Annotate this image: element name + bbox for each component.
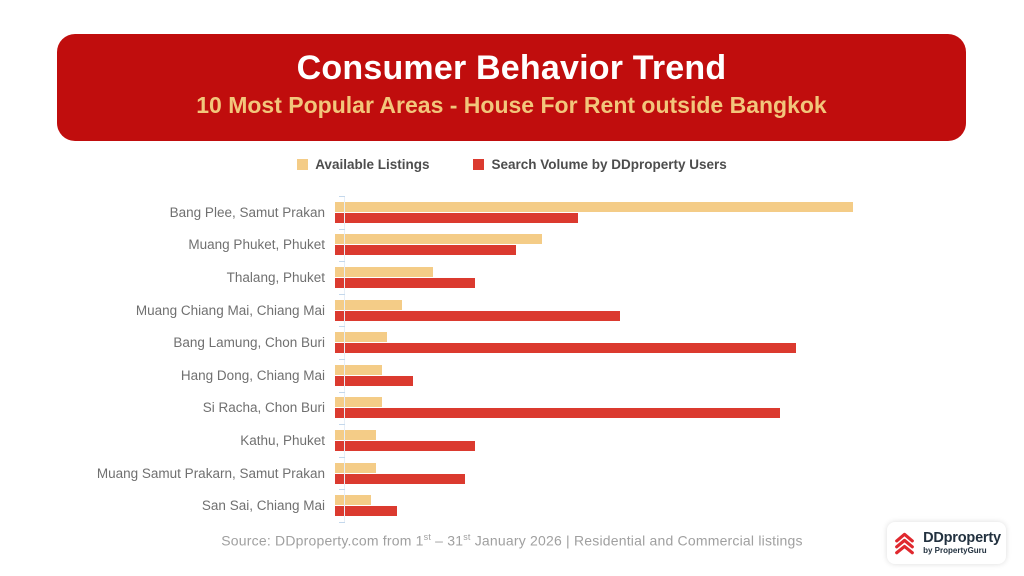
category-label: Kathu, Phuket bbox=[240, 432, 325, 448]
axis-tick bbox=[339, 326, 345, 328]
chart-row: Hang Dong, Chiang Mai bbox=[0, 359, 1024, 392]
axis-tick bbox=[339, 522, 345, 523]
axis-tick bbox=[339, 261, 345, 263]
axis-tick bbox=[339, 456, 345, 458]
source-note: Source: DDproperty.com from 1st – 31st J… bbox=[0, 532, 1024, 549]
bar-group bbox=[335, 332, 797, 354]
axis-tick bbox=[339, 293, 345, 295]
legend: Available Listings Search Volume by DDpr… bbox=[0, 157, 1024, 172]
bar-available-listings bbox=[335, 429, 377, 440]
bar-available-listings bbox=[335, 234, 543, 245]
bar-available-listings bbox=[335, 332, 387, 343]
source-text: Source: DDproperty.com from 1 bbox=[221, 532, 424, 549]
bar-group bbox=[335, 266, 475, 288]
source-superscript: st bbox=[463, 532, 471, 542]
legend-swatch-red bbox=[473, 159, 485, 170]
bar-search-volume bbox=[335, 277, 475, 288]
chart-title: Consumer Behavior Trend bbox=[296, 49, 727, 87]
bar-available-listings bbox=[335, 462, 377, 473]
axis-tick bbox=[339, 196, 345, 197]
chart-row: Muang Chiang Mai, Chiang Mai bbox=[0, 294, 1024, 327]
bar-available-listings bbox=[335, 364, 382, 375]
category-label: Thalang, Phuket bbox=[226, 269, 325, 285]
house-chevrons-icon bbox=[892, 531, 917, 556]
bar-search-volume bbox=[335, 212, 579, 223]
bar-group bbox=[335, 364, 413, 386]
bar-search-volume bbox=[335, 408, 781, 419]
bar-group bbox=[335, 495, 398, 517]
bar-available-listings bbox=[335, 495, 372, 506]
logo-brand-name: DDproperty bbox=[923, 529, 1001, 546]
category-label: Hang Dong, Chiang Mai bbox=[180, 367, 325, 383]
bar-available-listings bbox=[335, 299, 403, 310]
category-label: Si Racha, Chon Buri bbox=[202, 400, 325, 416]
legend-label: Search Volume by DDproperty Users bbox=[491, 157, 727, 172]
bar-search-volume bbox=[335, 473, 465, 484]
chart-row: Muang Samut Prakarn, Samut Prakan bbox=[0, 457, 1024, 490]
bar-chart: Bang Plee, Samut Prakan Muang Phuket, Phu… bbox=[0, 196, 1024, 523]
logo-text: DDproperty by PropertyGuru bbox=[923, 531, 1001, 556]
legend-swatch-gold bbox=[297, 159, 309, 170]
axis-tick bbox=[339, 359, 345, 360]
bar-search-volume bbox=[335, 375, 413, 386]
chart-subtitle: 10 Most Popular Areas - House For Rent o… bbox=[196, 92, 827, 118]
ddproperty-logo: DDproperty by PropertyGuru bbox=[887, 522, 1006, 564]
chart-row: Muang Phuket, Phuket bbox=[0, 229, 1024, 262]
bar-search-volume bbox=[335, 440, 475, 451]
axis-tick bbox=[339, 391, 345, 393]
category-label: Bang Plee, Samut Prakan bbox=[169, 204, 325, 220]
bar-search-volume bbox=[335, 343, 797, 354]
chart-row: Si Racha, Chon Buri bbox=[0, 392, 1024, 425]
bar-group bbox=[335, 462, 465, 484]
category-label: Muang Phuket, Phuket bbox=[188, 237, 325, 253]
bar-search-volume bbox=[335, 310, 620, 321]
bar-search-volume bbox=[335, 245, 517, 256]
bar-group bbox=[335, 234, 543, 256]
category-label: Muang Samut Prakarn, Samut Prakan bbox=[96, 465, 325, 481]
logo-byline: by PropertyGuru bbox=[923, 546, 987, 556]
bar-search-volume bbox=[335, 506, 398, 517]
source-superscript: st bbox=[423, 532, 432, 542]
legend-item-available-listings: Available Listings bbox=[297, 157, 429, 172]
legend-item-search-volume: Search Volume by DDproperty Users bbox=[473, 157, 727, 172]
header-banner: Consumer Behavior Trend 10 Most Popular … bbox=[57, 34, 966, 141]
bar-available-listings bbox=[335, 266, 434, 277]
bar-group bbox=[335, 201, 853, 223]
chart-row: Bang Plee, Samut Prakan bbox=[0, 196, 1024, 229]
category-label: Muang Chiang Mai, Chiang Mai bbox=[135, 302, 325, 318]
bar-group bbox=[335, 299, 620, 321]
chart-row: San Sai, Chiang Mai bbox=[0, 489, 1024, 522]
chart-row: Thalang, Phuket bbox=[0, 261, 1024, 294]
source-text: – 31 bbox=[431, 532, 464, 549]
category-label: San Sai, Chiang Mai bbox=[201, 498, 325, 514]
bar-group bbox=[335, 397, 781, 419]
chart-row: Bang Lamung, Chon Buri bbox=[0, 326, 1024, 359]
legend-label: Available Listings bbox=[315, 157, 430, 172]
axis-tick bbox=[339, 424, 345, 426]
category-label: Bang Lamung, Chon Buri bbox=[173, 335, 325, 351]
chart-row: Kathu, Phuket bbox=[0, 424, 1024, 457]
bar-group bbox=[335, 429, 475, 451]
bar-available-listings bbox=[335, 397, 382, 408]
axis-tick bbox=[339, 228, 345, 230]
bar-available-listings bbox=[335, 201, 853, 212]
source-text: January 2026 | Residential and Commercia… bbox=[470, 532, 803, 549]
axis-tick bbox=[339, 489, 345, 491]
